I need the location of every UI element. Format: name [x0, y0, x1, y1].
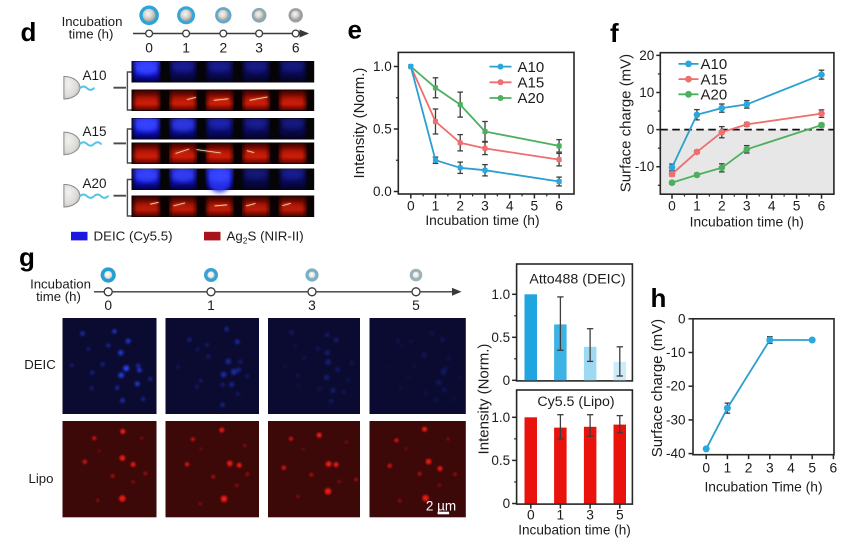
svg-text:Atto488 (DEIC): Atto488 (DEIC): [529, 272, 625, 288]
svg-text:0: 0: [527, 508, 535, 523]
svg-text:1: 1: [693, 199, 701, 214]
svg-text:0: 0: [702, 461, 710, 476]
svg-text:5: 5: [793, 199, 801, 214]
svg-text:Lipo: Lipo: [29, 471, 54, 486]
svg-text:2: 2: [745, 461, 753, 476]
svg-text:Intensity (Norm.): Intensity (Norm.): [351, 68, 368, 179]
svg-text:Incubation: Incubation: [30, 277, 91, 292]
svg-text:Cy5.5 (Lipo): Cy5.5 (Lipo): [537, 394, 614, 410]
svg-text:6: 6: [292, 41, 300, 56]
svg-text:2 µm: 2 µm: [426, 499, 456, 514]
svg-text:3: 3: [586, 508, 594, 523]
svg-text:6: 6: [555, 199, 563, 214]
svg-text:Incubation: Incubation: [62, 14, 123, 29]
svg-text:0.5: 0.5: [373, 122, 392, 137]
svg-text:e: e: [348, 15, 362, 45]
svg-text:0.5: 0.5: [491, 330, 510, 345]
svg-text:-10: -10: [635, 159, 655, 174]
svg-text:3: 3: [766, 461, 774, 476]
svg-text:3: 3: [481, 199, 489, 214]
svg-text:A10: A10: [701, 56, 728, 73]
svg-text:A15: A15: [82, 124, 106, 139]
svg-text:0: 0: [678, 311, 686, 326]
svg-text:0: 0: [407, 199, 415, 214]
svg-text:10: 10: [639, 85, 654, 100]
svg-text:4: 4: [768, 199, 776, 214]
svg-text:h: h: [651, 283, 667, 313]
svg-text:0: 0: [668, 199, 676, 214]
svg-text:-30: -30: [666, 412, 686, 427]
svg-text:Incubation time (h): Incubation time (h): [518, 523, 631, 538]
svg-text:DEIC (Cy5.5): DEIC (Cy5.5): [94, 229, 173, 244]
svg-text:-20: -20: [666, 379, 686, 394]
svg-text:Incubation time (h): Incubation time (h): [425, 213, 539, 228]
svg-text:2: 2: [456, 199, 464, 214]
svg-text:3: 3: [255, 41, 263, 56]
svg-text:Ag2S (NIR-II): Ag2S (NIR-II): [227, 229, 304, 246]
svg-text:-10: -10: [666, 345, 686, 360]
svg-text:3: 3: [308, 298, 316, 313]
svg-text:0: 0: [104, 298, 112, 313]
svg-text:1: 1: [207, 298, 215, 313]
svg-text:2: 2: [718, 199, 726, 214]
svg-text:Surface charge (mV): Surface charge (mV): [618, 54, 635, 192]
svg-text:1: 1: [724, 461, 732, 476]
svg-text:-40: -40: [666, 446, 686, 461]
svg-text:0.0: 0.0: [373, 184, 392, 199]
svg-text:time (h): time (h): [36, 289, 81, 304]
svg-text:time (h): time (h): [69, 27, 114, 42]
svg-text:d: d: [21, 17, 37, 47]
svg-text:6: 6: [830, 461, 838, 476]
svg-text:A15: A15: [518, 75, 545, 92]
svg-text:Intensity (Norm.): Intensity (Norm.): [476, 344, 493, 455]
svg-text:Incubation time (h): Incubation time (h): [690, 215, 804, 230]
svg-text:0.5: 0.5: [491, 453, 510, 468]
svg-text:5: 5: [616, 508, 624, 523]
svg-text:3: 3: [743, 199, 751, 214]
svg-text:g: g: [19, 242, 35, 272]
svg-text:0: 0: [647, 122, 655, 137]
svg-text:Incubation Time (h): Incubation Time (h): [704, 480, 822, 495]
svg-text:1: 1: [557, 508, 565, 523]
svg-text:5: 5: [808, 461, 816, 476]
svg-text:4: 4: [787, 461, 795, 476]
svg-text:4: 4: [506, 199, 514, 214]
svg-text:20: 20: [639, 48, 654, 63]
svg-text:0: 0: [503, 496, 511, 511]
svg-text:0: 0: [503, 373, 511, 388]
svg-text:A15: A15: [701, 71, 728, 88]
svg-text:A20: A20: [518, 90, 545, 107]
svg-text:1.0: 1.0: [491, 287, 510, 302]
svg-text:A20: A20: [82, 176, 106, 191]
svg-text:Surface charge (mV): Surface charge (mV): [649, 319, 666, 457]
svg-text:DEIC: DEIC: [24, 357, 56, 372]
svg-text:1.0: 1.0: [491, 410, 510, 425]
svg-text:f: f: [610, 18, 619, 48]
svg-text:5: 5: [412, 298, 420, 313]
svg-text:6: 6: [818, 199, 826, 214]
svg-text:1: 1: [432, 199, 440, 214]
svg-text:A10: A10: [82, 68, 106, 83]
svg-text:1: 1: [182, 41, 190, 56]
svg-text:1.0: 1.0: [373, 59, 392, 74]
svg-text:A10: A10: [518, 59, 545, 76]
svg-text:A20: A20: [701, 87, 728, 104]
svg-text:5: 5: [531, 199, 539, 214]
svg-text:0: 0: [145, 41, 153, 56]
svg-text:2: 2: [219, 41, 227, 56]
